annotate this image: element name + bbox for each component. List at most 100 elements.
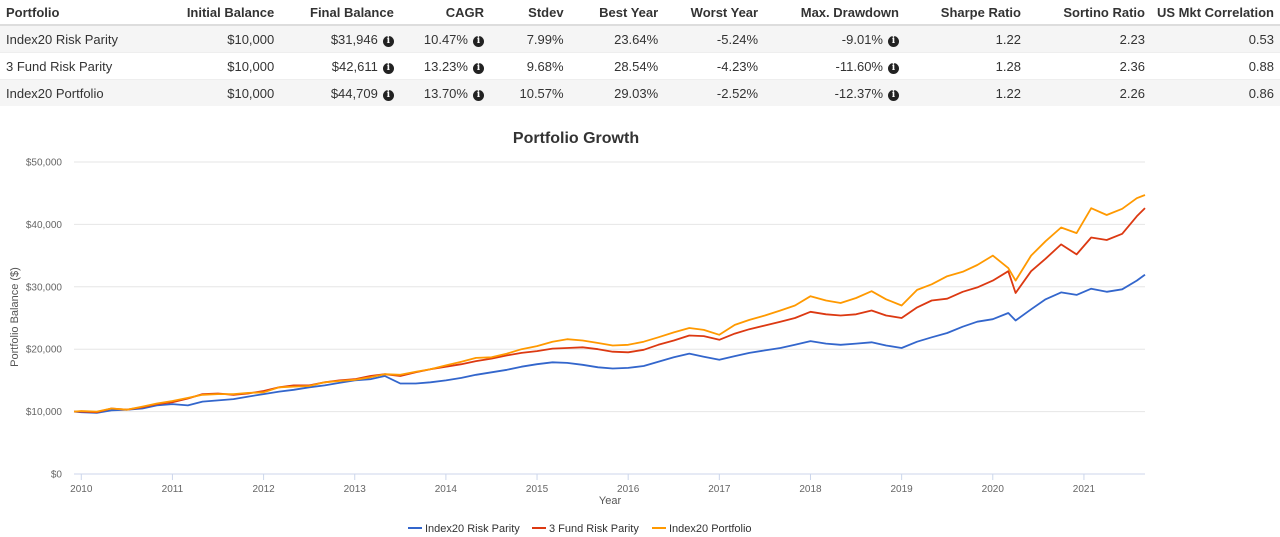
cell-max-drawdown: -11.60% i <box>764 52 905 80</box>
cell-portfolio: Index20 Portfolio <box>0 79 159 106</box>
cell-final-balance: $42,611 i <box>280 52 400 80</box>
col-header-max-drawdown[interactable]: Max. Drawdown <box>764 0 905 26</box>
y-tick-label: $40,000 <box>26 220 63 231</box>
cell-cagr: 10.47% i <box>399 24 490 53</box>
cell-initial-balance: $10,000 <box>158 79 281 106</box>
cell-sharpe-ratio: 1.22 <box>905 24 1027 53</box>
cell-portfolio: 3 Fund Risk Parity <box>0 52 159 80</box>
max-drawdown-value: -11.60% <box>835 58 883 74</box>
chart-series-lines <box>73 194 1146 414</box>
cell-us-mkt-correlation: 0.53 <box>1150 24 1280 53</box>
x-tick-label: 2016 <box>617 484 640 495</box>
cell-sharpe-ratio: 1.28 <box>905 52 1027 80</box>
info-circle-icon[interactable]: i <box>472 62 484 74</box>
cell-sortino-ratio: 2.26 <box>1026 79 1151 106</box>
y-tick-label: $0 <box>51 470 63 481</box>
final-balance-value: $42,611 <box>331 58 378 74</box>
x-axis-label: Year <box>599 495 622 507</box>
col-header-worst-year[interactable]: Worst Year <box>664 0 765 26</box>
cell-us-mkt-correlation: 0.88 <box>1150 52 1280 80</box>
cell-sharpe-ratio: 1.22 <box>905 79 1027 106</box>
col-header-stdev[interactable]: Stdev <box>489 0 570 26</box>
cagr-value: 13.23% <box>423 58 468 74</box>
portfolio-growth-chart[interactable]: Portfolio Growth $0 $10,000 $20,000 $30,000… <box>0 110 1280 537</box>
series-line <box>73 194 1146 413</box>
max-drawdown-value: -9.01% <box>841 31 883 47</box>
cell-best-year: 23.64% <box>569 24 665 53</box>
col-header-best-year[interactable]: Best Year <box>569 0 665 26</box>
x-tick-label: 2014 <box>435 484 458 495</box>
col-header-initial-balance[interactable]: Initial Balance <box>158 0 281 26</box>
col-header-portfolio[interactable]: Portfolio <box>0 0 159 26</box>
info-circle-icon[interactable]: i <box>472 35 484 47</box>
cell-best-year: 28.54% <box>569 52 665 80</box>
cell-sortino-ratio: 2.23 <box>1026 24 1151 53</box>
legend-item-label: Index20 Risk Parity <box>425 523 520 535</box>
cell-cagr: 13.70% i <box>399 79 490 106</box>
x-tick-label: 2019 <box>891 484 914 495</box>
x-tick-label: 2012 <box>252 484 275 495</box>
final-balance-value: $44,709 <box>330 85 378 101</box>
cell-cagr: 13.23% i <box>399 52 490 80</box>
table-row: 3 Fund Risk Parity $10,000 $42,611 i 13.2… <box>0 52 1280 80</box>
cell-worst-year: -5.24% <box>664 24 765 53</box>
x-tick-label: 2017 <box>708 484 731 495</box>
info-circle-icon[interactable]: i <box>382 35 394 47</box>
y-tick-label: $20,000 <box>26 345 63 356</box>
cell-max-drawdown: -9.01% i <box>764 24 905 53</box>
cell-initial-balance: $10,000 <box>158 52 281 80</box>
table-header-row: Portfolio Initial Balance Final Balance … <box>0 0 1280 26</box>
final-balance-value: $31,946 <box>330 31 378 47</box>
x-tick-label: 2020 <box>982 484 1005 495</box>
cell-final-balance: $44,709 i <box>280 79 400 106</box>
col-header-us-mkt-correlation[interactable]: US Mkt Correlation <box>1150 0 1280 26</box>
col-header-final-balance[interactable]: Final Balance <box>280 0 400 26</box>
cell-sortino-ratio: 2.36 <box>1026 52 1151 80</box>
max-drawdown-value: -12.37% <box>834 85 883 101</box>
cell-max-drawdown: -12.37% i <box>764 79 905 106</box>
x-tick-label: 2010 <box>70 484 93 495</box>
cell-portfolio: Index20 Risk Parity <box>0 24 159 53</box>
cell-stdev: 7.99% <box>489 24 570 53</box>
cell-worst-year: -2.52% <box>664 79 765 106</box>
legend-item-label: Index20 Portfolio <box>669 523 752 535</box>
series-line <box>73 273 1146 414</box>
x-tick-label: 2021 <box>1073 484 1096 495</box>
col-header-cagr[interactable]: CAGR <box>399 0 490 26</box>
cell-stdev: 10.57% <box>489 79 570 106</box>
table-row: Index20 Risk Parity $10,000 $31,946 i 10.… <box>0 24 1280 53</box>
cell-stdev: 9.68% <box>489 52 570 80</box>
y-axis-ticks: $0 $10,000 $20,000 $30,000 $40,000 $50,000 <box>26 158 63 481</box>
info-circle-icon[interactable]: i <box>888 62 899 74</box>
chart-gridlines <box>74 161 1145 475</box>
table-row: Index20 Portfolio $10,000 $44,709 i 13.70… <box>0 79 1280 106</box>
cagr-value: 10.47% <box>423 31 468 47</box>
col-header-sortino-ratio[interactable]: Sortino Ratio <box>1026 0 1151 26</box>
info-circle-icon[interactable]: i <box>472 89 484 101</box>
cell-worst-year: -4.23% <box>664 52 765 80</box>
series-line <box>74 207 1146 414</box>
info-circle-icon[interactable]: i <box>888 89 899 101</box>
x-tick-label: 2018 <box>799 484 822 495</box>
x-tick-label: 2011 <box>162 484 184 495</box>
info-circle-icon[interactable]: i <box>382 89 394 101</box>
info-circle-icon[interactable]: i <box>888 35 899 47</box>
portfolio-summary-table: Portfolio Initial Balance Final Balance … <box>0 0 1280 106</box>
y-axis-label: Portfolio Balance ($) <box>9 267 21 367</box>
y-tick-label: $50,000 <box>26 158 63 169</box>
cell-us-mkt-correlation: 0.86 <box>1150 79 1280 106</box>
cell-initial-balance: $10,000 <box>158 24 281 53</box>
x-tick-label: 2013 <box>344 484 367 495</box>
y-tick-label: $10,000 <box>26 407 63 418</box>
x-tick-label: 2015 <box>526 484 549 495</box>
y-tick-label: $30,000 <box>26 282 63 293</box>
cell-best-year: 29.03% <box>569 79 665 106</box>
legend-item-label: 3 Fund Risk Parity <box>549 523 639 535</box>
col-header-sharpe-ratio[interactable]: Sharpe Ratio <box>905 0 1027 26</box>
x-axis-ticks: 2010 2011 2012 2013 2014 2015 2016 2017 2018 2019… <box>70 474 1095 495</box>
cell-final-balance: $31,946 i <box>280 24 400 53</box>
info-circle-icon[interactable]: i <box>382 62 394 74</box>
cagr-value: 13.70% <box>423 85 468 101</box>
chart-legend: Index20 Risk Parity 3 Fund Risk Parity Ind… <box>408 523 752 535</box>
chart-title: Portfolio Growth <box>513 130 639 147</box>
